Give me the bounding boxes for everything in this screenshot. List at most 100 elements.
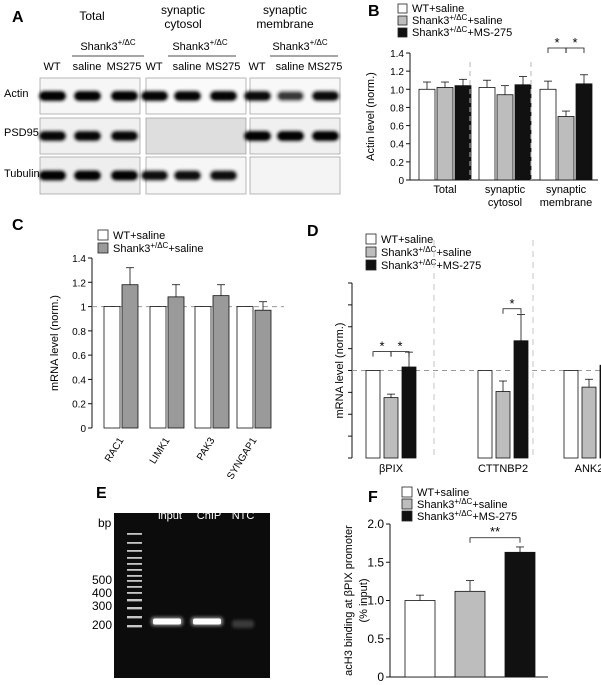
bar [557, 116, 575, 181]
x-category-label: SYNGAP1 [225, 435, 260, 481]
legend-sup: +/ΔC [454, 497, 472, 506]
y-axis-label: (% input) [358, 578, 370, 622]
ladder-band [127, 563, 142, 565]
legend-label: Shank3+/ΔC+saline [113, 241, 204, 255]
legend-sup: +/ΔC [454, 509, 472, 518]
ladder-band [127, 557, 142, 559]
y-tick-label: 0.2 [390, 158, 404, 169]
blot-band-core [314, 133, 337, 139]
legend-label: Shank3+/ΔC+MS-275 [417, 509, 517, 523]
bar [436, 87, 454, 181]
legend-text: +saline [472, 499, 507, 511]
x-category-label: synaptic [546, 184, 587, 196]
bar [539, 88, 557, 181]
legend-text: +saline [467, 15, 502, 27]
blot-band-core [76, 93, 99, 99]
y-tick-label: 1 [80, 303, 86, 314]
bar [418, 88, 436, 181]
y-tick-label: 0.4 [72, 375, 86, 386]
y-tick-label: 1.5 [367, 555, 384, 569]
y-tick-label: 0.6 [390, 122, 404, 133]
panel-label-e: E [96, 485, 107, 502]
y-tick-label: 1.0 [367, 594, 384, 608]
chart-d: mRNA level (norm.) βPIX CTTNBP2 ANK2 * * * [334, 240, 601, 475]
blot-band-core [176, 172, 199, 179]
y-axis-label: mRNA level (norm.) [334, 323, 346, 419]
lane-label: WT [248, 61, 265, 73]
bar [477, 370, 493, 459]
y-tick-label: 1.4 [72, 254, 86, 265]
x-category-label: cytosol [488, 197, 522, 209]
blot-band-core [212, 93, 235, 99]
lane-label: saline [276, 61, 305, 73]
chart-f: 0 0.5 1.0 1.5 2.0 acH3 binding at βPIX promot… [343, 517, 548, 684]
sig-star: * [554, 35, 559, 50]
bar [478, 87, 496, 181]
lane-label: MS275 [107, 61, 142, 73]
gel-background [114, 513, 270, 678]
panel-label-c: C [12, 217, 24, 234]
blot-band-core [41, 93, 64, 99]
blot-band-core [113, 133, 136, 139]
blot-band-core [76, 133, 99, 139]
blot-group-label: Shank3+/ΔC [272, 38, 328, 53]
blot-title: synaptic [161, 3, 205, 17]
blot-band-core [246, 133, 269, 139]
legend-label: Shank3+/ΔC+saline [381, 245, 472, 259]
y-tick-label: 0 [377, 670, 384, 684]
bar [496, 94, 514, 181]
panel-label-d: D [307, 223, 319, 240]
x-category-label: Total [433, 184, 456, 196]
bar [514, 84, 532, 181]
ladder-band [127, 580, 142, 582]
blot-band-core [113, 172, 136, 179]
lane-label: MS275 [308, 61, 343, 73]
y-tick-label: 0.2 [72, 400, 86, 411]
gel-marker-label: 300 [92, 599, 112, 613]
sig-bracket [565, 47, 585, 53]
blot-band-core [246, 93, 269, 99]
ladder-band [127, 550, 142, 552]
ladder-band [127, 592, 142, 594]
blot-title: Total [79, 9, 104, 23]
blot-band-core [113, 93, 136, 99]
ladder-band [127, 575, 142, 577]
y-tick-label: 0.4 [390, 140, 404, 151]
sig-bracket [502, 308, 522, 314]
blot-title: cytosol [164, 17, 201, 31]
legend-text: +MS-275 [467, 27, 512, 39]
legend-label: Shank3+/ΔC+saline [412, 13, 503, 27]
legend-swatch [397, 27, 408, 38]
sig-star: * [397, 339, 402, 354]
bar [504, 551, 536, 678]
gel-marker-label: 500 [92, 573, 112, 587]
legend-text: +MS-275 [436, 260, 481, 272]
bar [365, 370, 381, 459]
bar [167, 296, 185, 429]
y-axis-label: mRNA level (norm.) [49, 295, 61, 391]
y-axis-label: Actin level (norm.) [365, 72, 377, 161]
blot-row-label: PSD95 [4, 127, 39, 139]
legend-sup: +/ΔC [418, 245, 436, 254]
y-axis-label: acH3 binding at βPIX promoter [343, 525, 355, 676]
legend-text: WT+saline [113, 230, 165, 242]
gel-marker-label: 400 [92, 586, 112, 600]
sig-star: * [572, 35, 577, 50]
legend-d: WT+salineShank3+/ΔC+salineShank3+/ΔC+MS-… [365, 233, 481, 272]
legend-swatch [401, 498, 413, 510]
lane-label: saline [173, 61, 202, 73]
legend-sup: +/ΔC [418, 258, 436, 267]
ladder-band [127, 586, 142, 588]
blot-band-core [143, 172, 166, 179]
y-tick-label: 2.0 [367, 517, 384, 531]
legend-b: WT+salineShank3+/ΔC+salineShank3+/ΔC+MS-… [397, 3, 512, 39]
x-category-label: ANK2 [575, 463, 601, 475]
bar [454, 590, 486, 678]
legend-text: +MS-275 [472, 511, 517, 523]
bar [454, 85, 472, 181]
legend-sup: +/ΔC [449, 13, 467, 22]
blot-title: membrane [256, 17, 314, 31]
